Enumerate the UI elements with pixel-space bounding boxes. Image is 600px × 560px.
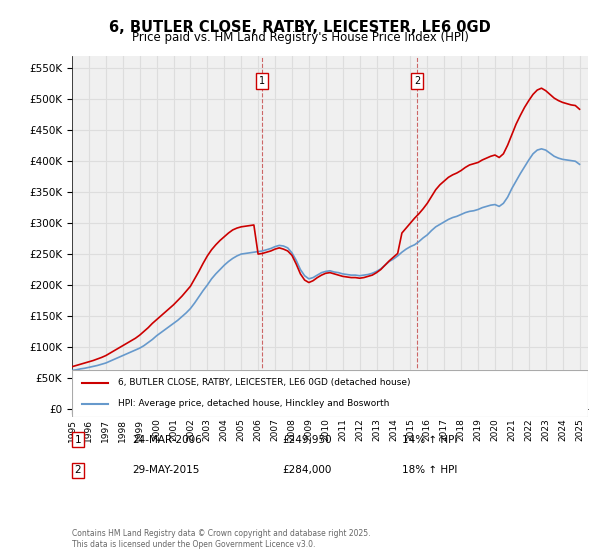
Text: Price paid vs. HM Land Registry's House Price Index (HPI): Price paid vs. HM Land Registry's House … [131,31,469,44]
Text: 6, BUTLER CLOSE, RATBY, LEICESTER, LE6 0GD (detached house): 6, BUTLER CLOSE, RATBY, LEICESTER, LE6 0… [118,379,411,388]
Text: HPI: Average price, detached house, Hinckley and Bosworth: HPI: Average price, detached house, Hinc… [118,399,390,408]
Text: £249,950: £249,950 [282,435,332,445]
Text: 6, BUTLER CLOSE, RATBY, LEICESTER, LE6 0GD: 6, BUTLER CLOSE, RATBY, LEICESTER, LE6 0… [109,20,491,35]
Text: 24-MAR-2006: 24-MAR-2006 [132,435,202,445]
Text: £284,000: £284,000 [282,465,331,475]
Text: 29-MAY-2015: 29-MAY-2015 [132,465,199,475]
Text: 1: 1 [259,76,265,86]
Text: 1: 1 [74,435,82,445]
Text: 2: 2 [74,465,82,475]
Text: 18% ↑ HPI: 18% ↑ HPI [402,465,457,475]
FancyBboxPatch shape [72,370,588,417]
Text: Contains HM Land Registry data © Crown copyright and database right 2025.
This d: Contains HM Land Registry data © Crown c… [72,529,371,549]
Text: 14% ↑ HPI: 14% ↑ HPI [402,435,457,445]
Text: 2: 2 [414,76,421,86]
